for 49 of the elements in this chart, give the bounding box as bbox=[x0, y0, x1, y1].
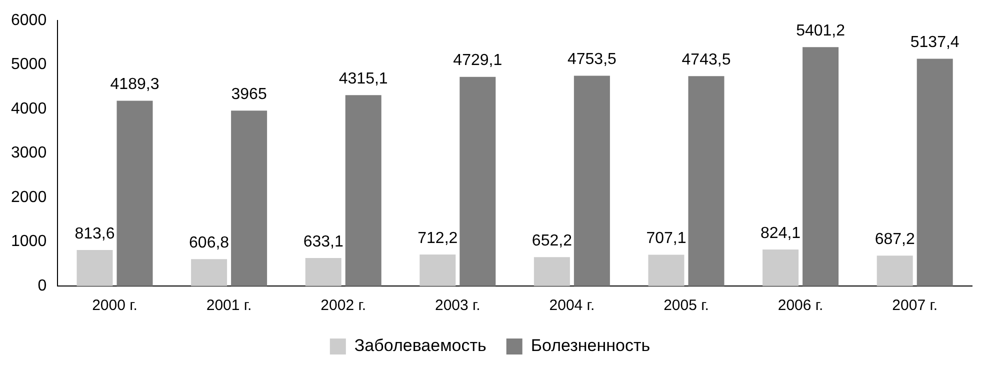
bar bbox=[420, 254, 456, 286]
data-label: 813,6 bbox=[74, 225, 115, 242]
data-label: 824,1 bbox=[760, 224, 801, 242]
data-label: 652,2 bbox=[532, 232, 572, 250]
bar bbox=[231, 110, 268, 286]
bar bbox=[648, 254, 684, 286]
data-label: 3965 bbox=[231, 86, 267, 104]
data-label: 4753,5 bbox=[567, 51, 617, 68]
data-label: 633,1 bbox=[303, 233, 344, 250]
bar bbox=[345, 95, 382, 286]
bar bbox=[574, 76, 610, 286]
y-tick-label: 5000 bbox=[11, 56, 47, 74]
data-label: 4743,5 bbox=[682, 52, 731, 69]
x-tick-label: 2002 г. bbox=[320, 297, 366, 314]
data-label: 687,2 bbox=[874, 231, 915, 248]
x-tick-label: 2005 г. bbox=[664, 297, 709, 314]
x-tick-label: 2006 г. bbox=[778, 297, 824, 314]
data-label: 5401,2 bbox=[796, 22, 846, 40]
bar bbox=[534, 257, 570, 286]
y-tick-label: 4000 bbox=[11, 100, 47, 118]
bar bbox=[876, 256, 913, 286]
data-label: 4189,3 bbox=[110, 76, 160, 94]
x-tick-label: 2001 г. bbox=[206, 297, 252, 314]
legend-label: Болезненность bbox=[530, 336, 650, 356]
x-tick-label: 2007 г. bbox=[892, 297, 938, 314]
bar bbox=[916, 58, 953, 286]
data-label: 5137,4 bbox=[910, 34, 960, 52]
y-tick-label: 2000 bbox=[11, 188, 47, 206]
y-tick-label: 3000 bbox=[11, 144, 47, 162]
bar bbox=[688, 76, 724, 286]
y-tick-label: 1000 bbox=[11, 233, 47, 250]
x-tick-label: 2003 г. bbox=[434, 297, 480, 314]
data-label: 712,2 bbox=[418, 230, 458, 247]
data-label: 707,1 bbox=[646, 230, 686, 248]
y-tick-label: 0 bbox=[38, 277, 47, 294]
bar bbox=[191, 259, 228, 286]
bar bbox=[802, 47, 839, 286]
bar bbox=[116, 100, 153, 286]
y-tick-label: 6000 bbox=[11, 12, 47, 30]
bar bbox=[762, 250, 799, 286]
data-label: 4315,1 bbox=[338, 70, 388, 88]
data-label: 606,8 bbox=[189, 234, 230, 252]
bar bbox=[460, 76, 496, 286]
bar bbox=[305, 258, 342, 286]
data-label: 4729,1 bbox=[453, 52, 502, 70]
bar bbox=[76, 250, 113, 286]
x-tick-label: 2000 г. bbox=[92, 297, 138, 314]
x-tick-label: 2004 г. bbox=[549, 297, 595, 314]
legend-label: Заболеваемость bbox=[354, 336, 486, 356]
